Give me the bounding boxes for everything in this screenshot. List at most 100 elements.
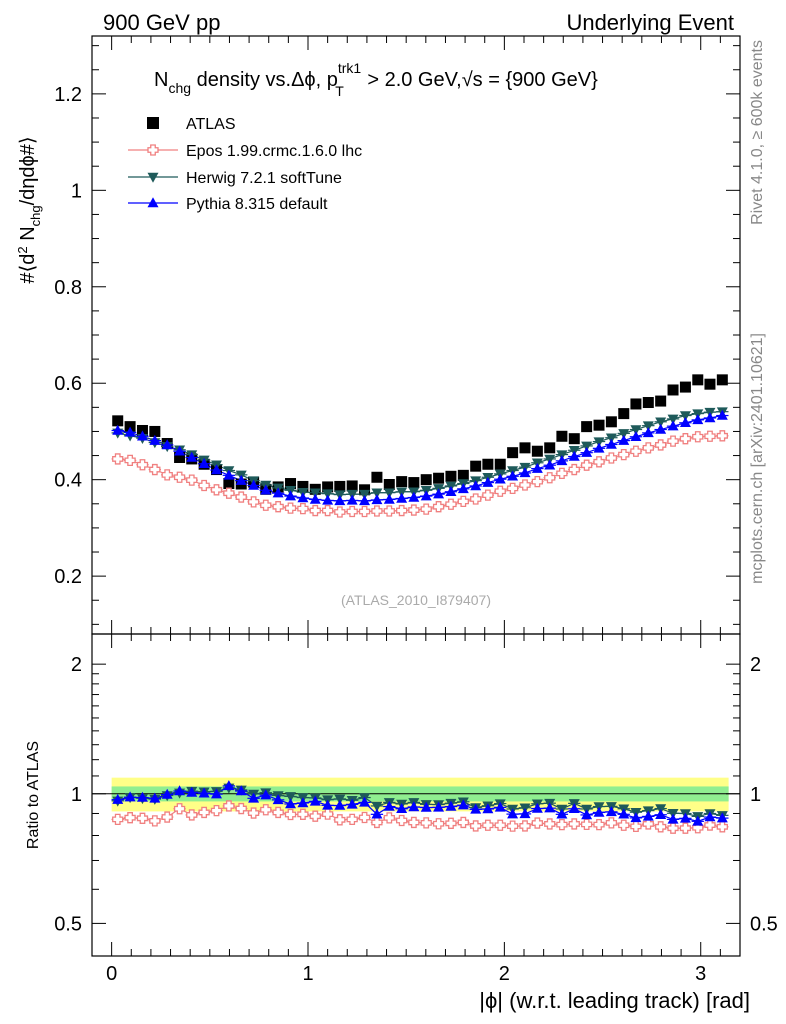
pythia-data-point xyxy=(309,493,321,504)
pythia-data-point xyxy=(149,434,161,445)
rivet-version-label: Rivet 4.1.0, ≥ 600k events xyxy=(749,40,766,225)
pythia-data-point xyxy=(235,785,247,796)
herwig-data-point xyxy=(334,794,346,805)
pythia-data-point xyxy=(174,785,186,796)
epos-data-point xyxy=(506,482,519,495)
atlas-data-point xyxy=(605,416,617,428)
epos-data-point xyxy=(186,809,198,821)
epos-data-point xyxy=(420,817,432,829)
atlas-data-point xyxy=(593,419,605,431)
epos-data-point xyxy=(704,819,716,831)
epos-data-point xyxy=(556,467,568,480)
pythia-data-point xyxy=(593,442,605,453)
epos-data-point xyxy=(531,817,544,829)
pythia-data-point xyxy=(186,786,198,797)
epos-data-point xyxy=(568,818,580,830)
epos-data-point xyxy=(223,800,235,812)
pythia-data-point xyxy=(605,438,617,449)
herwig-data-point xyxy=(285,792,297,803)
pythia-data-point xyxy=(124,791,136,802)
epos-data-point xyxy=(396,504,408,517)
pythia-data-point xyxy=(716,812,728,823)
pythia-data-point xyxy=(210,464,222,475)
legend-entry-label: Epos 1.99.crmc.1.6.0 lhc xyxy=(186,143,362,160)
pythia-data-point xyxy=(297,797,309,808)
pythia-data-point xyxy=(346,798,358,809)
pythia-data-point xyxy=(519,808,531,819)
main-y-tick-label: 0.2 xyxy=(54,566,82,588)
atlas-data-point xyxy=(581,421,593,433)
epos-data-point xyxy=(420,503,432,515)
epos-data-point xyxy=(198,479,210,492)
atlas-data-point xyxy=(679,381,691,393)
pythia-data-point xyxy=(260,789,272,800)
pythia-data-point xyxy=(507,808,519,819)
epos-data-point xyxy=(161,811,173,823)
pythia-data-point xyxy=(285,490,297,501)
atlas-data-point xyxy=(147,117,159,129)
pythia-data-point xyxy=(322,494,334,505)
epos-data-point xyxy=(630,445,642,457)
atlas-data-point xyxy=(383,479,395,490)
epos-data-point xyxy=(334,506,346,518)
atlas-data-point xyxy=(322,481,334,493)
pythia-data-point xyxy=(147,197,159,208)
epos-data-point xyxy=(445,498,457,510)
epos-data-point xyxy=(531,475,544,488)
epos-data-point xyxy=(494,819,506,831)
epos-data-point xyxy=(679,822,692,834)
main-y-tick-label: 0.4 xyxy=(54,470,82,492)
main-panel: 0.2 0.4 0.6 0.8 1 1.2 (ATLAS_2010_I879407) Nc… xyxy=(15,35,741,635)
pythia-data-point xyxy=(445,485,457,496)
epos-data-point xyxy=(470,820,482,832)
x-axis-label: |ϕ| (w.r.t. leading track) [rad] xyxy=(479,988,750,1013)
herwig-data-point xyxy=(359,489,371,500)
epos-data-point xyxy=(147,144,159,156)
epos-data-point xyxy=(679,433,692,445)
epos-data-point xyxy=(580,459,593,471)
pythia-data-point xyxy=(470,803,482,814)
pythia-data-point xyxy=(297,492,309,503)
atlas-data-point xyxy=(704,378,716,390)
ratio-y-tick-label-right: 2 xyxy=(750,654,761,676)
epos-data-point xyxy=(482,489,494,501)
atlas-data-point xyxy=(692,374,704,386)
epos-data-point xyxy=(346,813,358,826)
main-plot-title: Nchg density vs.Δϕ, ptrk1 T > 2.0 GeV,√s … xyxy=(154,60,598,99)
pythia-data-point xyxy=(371,808,383,819)
pythia-data-point xyxy=(556,455,568,466)
x-tick-label: 1 xyxy=(302,963,313,985)
epos-data-point xyxy=(309,810,321,822)
ratio-y-tick-labels: 0.5 0.5 1 1 2 2 xyxy=(54,654,778,935)
pythia-data-point xyxy=(433,488,445,499)
pythia-data-point xyxy=(716,409,728,420)
epos-data-point xyxy=(692,431,704,443)
pythia-data-point xyxy=(210,788,222,799)
pythia-data-point xyxy=(642,810,654,821)
atlas-data-point xyxy=(112,415,124,427)
atlas-data-point xyxy=(346,480,358,492)
herwig-data-point xyxy=(147,172,159,183)
epos-data-point xyxy=(383,812,395,824)
pythia-data-point xyxy=(383,800,395,811)
pythia-data-point xyxy=(371,494,383,505)
herwig-data-point xyxy=(322,489,334,500)
epos-data-point xyxy=(568,463,580,476)
epos-data-point xyxy=(593,818,605,831)
epos-data-point xyxy=(457,816,469,829)
epos-data-point xyxy=(334,814,346,826)
epos-data-point xyxy=(716,821,728,833)
epos-data-point xyxy=(593,456,605,468)
herwig-data-point xyxy=(618,429,630,440)
pythia-data-point xyxy=(136,791,148,802)
pythia-data-point xyxy=(112,424,124,435)
pythia-data-point xyxy=(581,809,593,820)
main-y-tick-label: 0.8 xyxy=(54,277,82,299)
main-y-axis-label: #⟨d2 Nchg/dηdϕ#⟩ xyxy=(15,136,43,283)
pythia-data-point xyxy=(396,492,408,503)
pythia-data-point xyxy=(149,792,161,803)
pythia-data-point xyxy=(420,490,432,501)
atlas-data-point xyxy=(630,398,642,410)
epos-data-point xyxy=(556,818,568,831)
epos-data-point xyxy=(149,463,161,476)
